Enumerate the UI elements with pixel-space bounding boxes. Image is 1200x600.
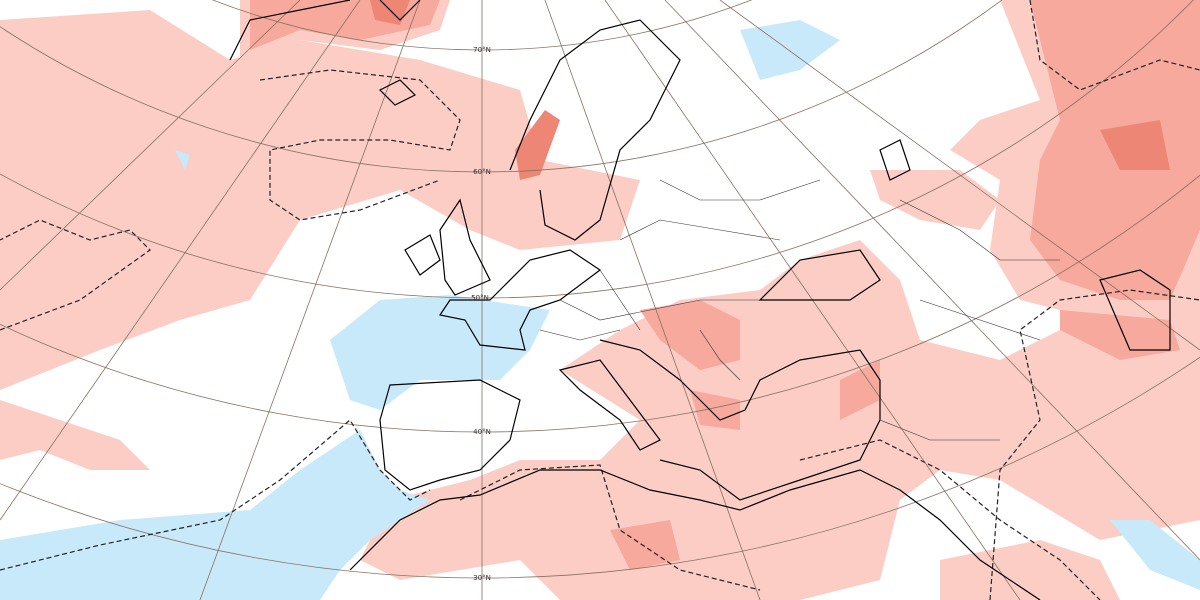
lat-label: 40°N (473, 428, 491, 436)
positive-anomaly-dark (370, 0, 1170, 180)
negative-anomaly (0, 20, 1200, 600)
latitude-labels: 70°N 60°N 50°N 40°N 30°N (471, 46, 491, 582)
borders (539, 179, 1060, 441)
coastlines (229, 0, 1171, 600)
lat-label: 30°N (473, 574, 491, 582)
lat-label: 60°N (473, 168, 491, 176)
lat-label: 50°N (471, 294, 489, 302)
lat-label: 70°N (473, 46, 491, 54)
